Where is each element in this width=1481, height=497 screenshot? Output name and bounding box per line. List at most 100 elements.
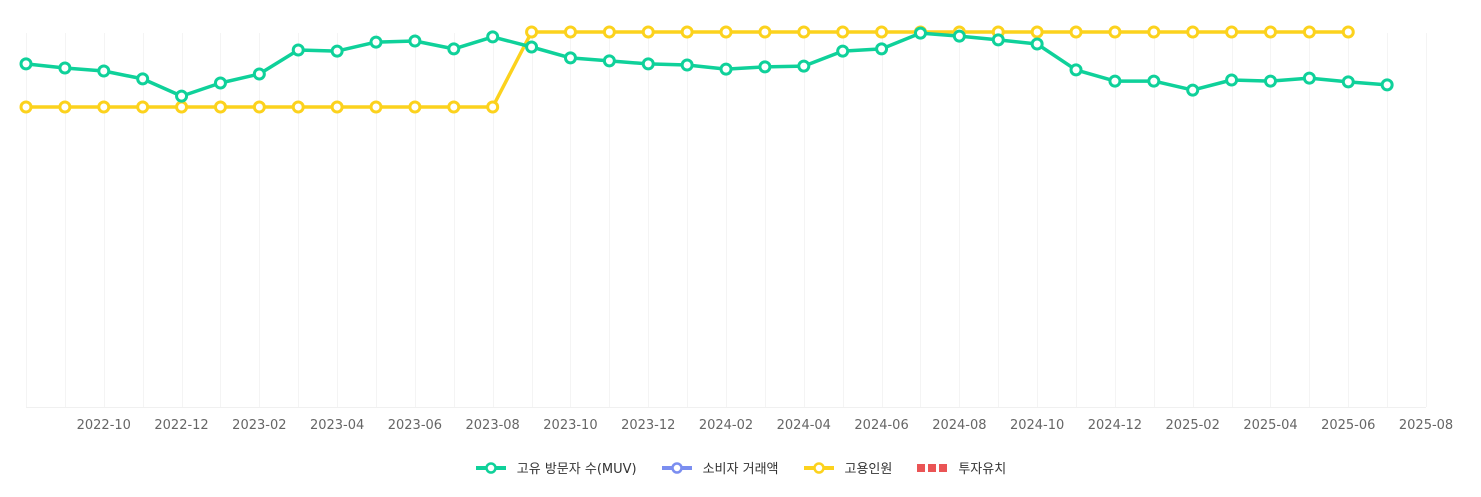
x-tick-label: 2023-04	[310, 418, 364, 433]
data-point-marker[interactable]	[1030, 25, 1044, 39]
data-point-marker[interactable]	[758, 25, 772, 39]
series-lines	[19, 25, 1394, 114]
data-point-marker[interactable]	[486, 100, 500, 114]
x-tick-label: 2023-08	[466, 418, 520, 433]
legend-item-investment[interactable]: 투자유치	[916, 458, 1006, 477]
data-point-marker[interactable]	[1263, 74, 1277, 88]
line-circle-icon	[475, 461, 506, 474]
data-point-marker[interactable]	[58, 100, 72, 114]
data-point-marker[interactable]	[1147, 74, 1161, 88]
data-point-marker[interactable]	[213, 76, 227, 90]
data-point-marker[interactable]	[136, 100, 150, 114]
line-circle-icon	[661, 461, 692, 474]
data-point-marker[interactable]	[1302, 25, 1316, 39]
line-circle-icon	[803, 461, 834, 474]
data-point-marker[interactable]	[447, 42, 461, 56]
data-point-marker[interactable]	[1263, 25, 1277, 39]
x-tick-label: 2022-10	[77, 418, 131, 433]
data-point-marker[interactable]	[175, 89, 189, 103]
data-point-marker[interactable]	[330, 100, 344, 114]
data-point-marker[interactable]	[1069, 25, 1083, 39]
data-point-marker[interactable]	[19, 100, 33, 114]
data-point-marker[interactable]	[1341, 25, 1355, 39]
data-point-marker[interactable]	[836, 44, 850, 58]
data-point-marker[interactable]	[719, 62, 733, 76]
data-point-marker[interactable]	[175, 100, 189, 114]
data-point-marker[interactable]	[1225, 73, 1239, 87]
chart-legend: 고유 방문자 수(MUV) 소비자 거래액 고용인원 투자유치	[0, 458, 1481, 477]
data-point-marker[interactable]	[525, 40, 539, 54]
data-point-marker[interactable]	[58, 61, 72, 75]
data-point-marker[interactable]	[602, 54, 616, 68]
data-point-marker[interactable]	[486, 30, 500, 44]
data-point-marker[interactable]	[991, 33, 1005, 47]
data-point-marker[interactable]	[330, 44, 344, 58]
data-point-marker[interactable]	[525, 25, 539, 39]
data-point-marker[interactable]	[213, 100, 227, 114]
x-tick-label: 2025-06	[1321, 418, 1375, 433]
data-point-marker[interactable]	[1186, 25, 1200, 39]
data-point-marker[interactable]	[641, 57, 655, 71]
data-point-marker[interactable]	[836, 25, 850, 39]
data-point-marker[interactable]	[913, 26, 927, 40]
legend-item-muv[interactable]: 고유 방문자 수(MUV)	[475, 458, 637, 477]
data-point-marker[interactable]	[1108, 25, 1122, 39]
data-point-marker[interactable]	[291, 43, 305, 57]
x-tick-label: 2023-12	[621, 418, 675, 433]
data-point-marker[interactable]	[136, 72, 150, 86]
x-tick-label: 2025-04	[1243, 418, 1297, 433]
data-point-marker[interactable]	[952, 29, 966, 43]
data-point-marker[interactable]	[1380, 78, 1394, 92]
series-2	[19, 25, 1355, 114]
dashed-squares-icon	[917, 463, 948, 472]
data-point-marker[interactable]	[797, 59, 811, 73]
data-point-marker[interactable]	[1186, 83, 1200, 97]
data-point-marker[interactable]	[1147, 25, 1161, 39]
data-point-marker[interactable]	[252, 67, 266, 81]
data-point-marker[interactable]	[1069, 63, 1083, 77]
x-tick-label: 2025-08	[1399, 418, 1453, 433]
data-point-marker[interactable]	[97, 64, 111, 78]
legend-item-employees[interactable]: 고용인원	[803, 458, 893, 477]
vertical-gridlines	[26, 33, 1427, 407]
legend-label: 소비자 거래액	[702, 462, 779, 477]
legend-label: 고유 방문자 수(MUV)	[516, 462, 637, 477]
x-tick-label: 2024-02	[699, 418, 753, 433]
series-0	[19, 26, 1394, 103]
data-point-marker[interactable]	[680, 58, 694, 72]
data-point-marker[interactable]	[19, 57, 33, 71]
data-point-marker[interactable]	[758, 60, 772, 74]
x-tick-label: 2023-06	[388, 418, 442, 433]
data-point-marker[interactable]	[719, 25, 733, 39]
x-tick-label: 2022-12	[154, 418, 208, 433]
x-tick-label: 2024-10	[1010, 418, 1064, 433]
legend-label: 고용인원	[844, 462, 893, 477]
data-point-marker[interactable]	[447, 100, 461, 114]
data-point-marker[interactable]	[291, 100, 305, 114]
data-point-marker[interactable]	[97, 100, 111, 114]
data-point-marker[interactable]	[602, 25, 616, 39]
legend-label: 투자유치	[958, 462, 1007, 477]
data-point-marker[interactable]	[408, 34, 422, 48]
x-tick-label: 2023-02	[232, 418, 286, 433]
data-point-marker[interactable]	[641, 25, 655, 39]
data-point-marker[interactable]	[1302, 71, 1316, 85]
x-tick-label: 2024-06	[854, 418, 908, 433]
data-point-marker[interactable]	[369, 35, 383, 49]
data-point-marker[interactable]	[875, 42, 889, 56]
data-point-marker[interactable]	[563, 25, 577, 39]
legend-item-consumer-transaction[interactable]: 소비자 거래액	[661, 458, 779, 477]
data-point-marker[interactable]	[1108, 74, 1122, 88]
series-line	[25, 31, 1388, 98]
data-point-marker[interactable]	[1225, 25, 1239, 39]
data-point-marker[interactable]	[1341, 75, 1355, 89]
data-point-marker[interactable]	[369, 100, 383, 114]
data-point-marker[interactable]	[408, 100, 422, 114]
data-point-marker[interactable]	[680, 25, 694, 39]
x-tick-label: 2024-04	[777, 418, 831, 433]
data-point-marker[interactable]	[797, 25, 811, 39]
data-point-marker[interactable]	[252, 100, 266, 114]
data-point-marker[interactable]	[875, 25, 889, 39]
data-point-marker[interactable]	[1030, 37, 1044, 51]
data-point-marker[interactable]	[563, 51, 577, 65]
